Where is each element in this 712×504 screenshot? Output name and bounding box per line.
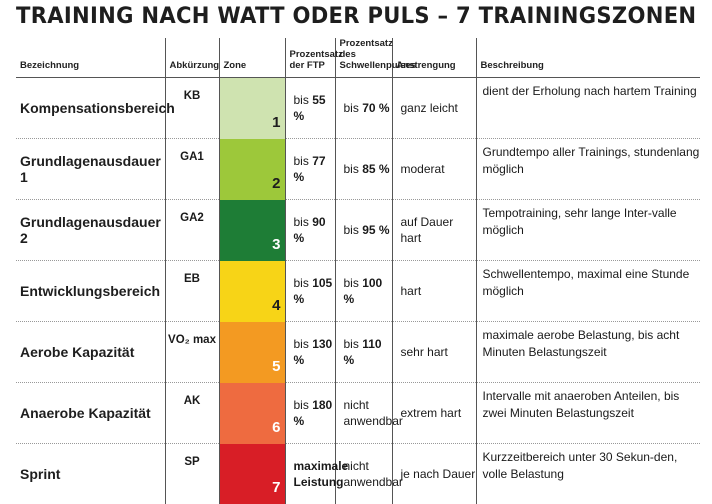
column-header-anstrengung: Anstrengung <box>392 38 476 78</box>
effort-level: je nach Dauer <box>392 444 476 504</box>
hr-prefix: bis <box>344 337 359 351</box>
zone-name: Anaerobe Kapazität <box>16 383 165 444</box>
hr-prefix: bis <box>344 162 359 176</box>
ftp-prefix: bis <box>294 337 309 351</box>
heart-rate-percentage: bis 70 % <box>335 78 392 139</box>
zone-name: Grundlagenausdauer 2 <box>16 200 165 261</box>
zone-abbreviation: EB <box>165 261 219 322</box>
ftp-prefix: bis <box>294 93 309 107</box>
zone-description: Kurzzeitbereich unter 30 Sekun-den, voll… <box>476 444 700 504</box>
hr-prefix: bis <box>344 276 359 290</box>
zone-abbreviation: AK <box>165 383 219 444</box>
ftp-percentage: bis 180 % <box>285 383 335 444</box>
ftp-prefix: bis <box>294 276 309 290</box>
zone-color-cell: 5 <box>219 322 285 383</box>
zone-number: 5 <box>272 359 280 375</box>
zone-color-cell: 7 <box>219 444 285 504</box>
zone-abbreviation: GA1 <box>165 139 219 200</box>
zone-abbreviation: VO₂ max <box>165 322 219 383</box>
zone-color-cell: 6 <box>219 383 285 444</box>
hr-prefix: bis <box>344 101 359 115</box>
zone-name: Grundlagenausdauer 1 <box>16 139 165 200</box>
heart-rate-percentage: bis 85 % <box>335 139 392 200</box>
zone-name: Entwicklungsbereich <box>16 261 165 322</box>
zone-name: Aerobe Kapazität <box>16 322 165 383</box>
heart-rate-percentage: bis 95 % <box>335 200 392 261</box>
heart-rate-percentage: nicht anwendbar <box>335 444 392 504</box>
zone-abbreviation: GA2 <box>165 200 219 261</box>
heart-rate-percentage: bis 110 % <box>335 322 392 383</box>
effort-level: sehr hart <box>392 322 476 383</box>
zone-description: maximale aerobe Belastung, bis acht Minu… <box>476 322 700 383</box>
ftp-percentage: bis 130 % <box>285 322 335 383</box>
zone-description: Schwellentempo, maximal eine Stunde mögl… <box>476 261 700 322</box>
zone-color-cell: 1 <box>219 78 285 139</box>
ftp-prefix: bis <box>294 215 309 229</box>
ftp-percentage: bis 105 % <box>285 261 335 322</box>
ftp-prefix: bis <box>294 398 309 412</box>
zone-name: Kompensationsbereich <box>16 78 165 139</box>
training-zones-table: Bezeichnung Abkürzung Zone Prozentsatz d… <box>16 38 700 504</box>
table-header-row: Bezeichnung Abkürzung Zone Prozentsatz d… <box>16 38 700 78</box>
ftp-percentage: bis 55 % <box>285 78 335 139</box>
hr-value: 85 % <box>362 162 389 176</box>
zone-number: 6 <box>272 420 280 436</box>
effort-level: hart <box>392 261 476 322</box>
column-header-zone: Zone <box>219 38 285 78</box>
ftp-value: maximale Leistung <box>294 459 349 489</box>
column-header-abkuerzung: Abkürzung <box>165 38 219 78</box>
zone-name: Sprint <box>16 444 165 504</box>
column-header-ftp: Prozentsatz der FTP <box>285 38 335 78</box>
heart-rate-percentage: bis 100 % <box>335 261 392 322</box>
zone-color-cell: 2 <box>219 139 285 200</box>
zone-color-cell: 4 <box>219 261 285 322</box>
zone-description: Tempotraining, sehr lange Inter-valle mö… <box>476 200 700 261</box>
zone-number: 4 <box>272 298 280 314</box>
zone-description: Grundtempo aller Trainings, stundenlang … <box>476 139 700 200</box>
zone-description: dient der Erholung nach hartem Training <box>476 78 700 139</box>
page-title: TRAINING NACH WATT ODER PULS – 7 TRAININ… <box>16 4 696 29</box>
ftp-prefix: bis <box>294 154 309 168</box>
column-header-schwellenpuls: Prozentsatz des Schwellenpulses <box>335 38 392 78</box>
effort-level: moderat <box>392 139 476 200</box>
effort-level: auf Dauer hart <box>392 200 476 261</box>
zone-number: 3 <box>272 237 280 253</box>
zone-number: 7 <box>272 480 280 496</box>
zone-number: 1 <box>272 115 280 131</box>
zone-description: Intervalle mit anaeroben Anteilen, bis z… <box>476 383 700 444</box>
hr-prefix: bis <box>344 223 359 237</box>
ftp-percentage: bis 90 % <box>285 200 335 261</box>
ftp-percentage: maximale Leistung <box>285 444 335 504</box>
effort-level: extrem hart <box>392 383 476 444</box>
hr-value: 70 % <box>362 101 389 115</box>
zone-abbreviation: SP <box>165 444 219 504</box>
column-header-bezeichnung: Bezeichnung <box>16 38 165 78</box>
column-header-beschreibung: Beschreibung <box>476 38 700 78</box>
effort-level: ganz leicht <box>392 78 476 139</box>
ftp-percentage: bis 77 % <box>285 139 335 200</box>
zone-color-cell: 3 <box>219 200 285 261</box>
zone-number: 2 <box>272 176 280 192</box>
heart-rate-percentage: nicht anwendbar <box>335 383 392 444</box>
hr-value: 95 % <box>362 223 389 237</box>
